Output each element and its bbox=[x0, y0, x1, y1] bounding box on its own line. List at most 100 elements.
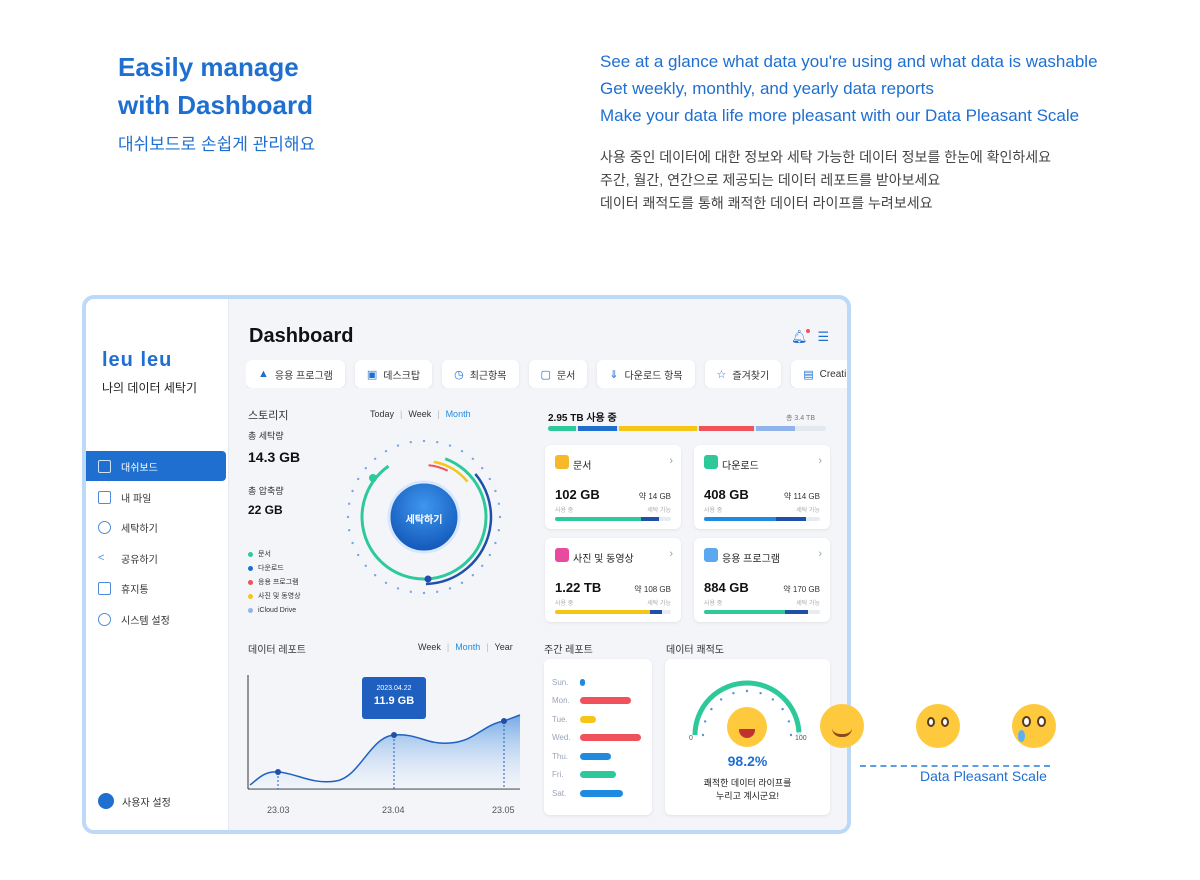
gauge-tick bbox=[787, 720, 791, 723]
legend-dot bbox=[248, 551, 253, 557]
report-range-selector: Week | Month | Year bbox=[418, 642, 513, 652]
file-card-used-fill bbox=[555, 610, 651, 614]
dial-tick bbox=[471, 457, 475, 460]
gauge-fill bbox=[692, 680, 802, 736]
range-month[interactable]: Month bbox=[445, 409, 471, 419]
x-tick: 23.03 bbox=[267, 805, 290, 815]
download-icon bbox=[704, 455, 718, 469]
bell-icon[interactable]: 🔔︎ bbox=[791, 329, 810, 344]
usage-segment bbox=[698, 426, 755, 431]
file-card[interactable]: 다운로드 › 408 GB 약 114 GB 사용 중 세탁 가능 bbox=[694, 445, 830, 529]
chevron-right-icon[interactable]: › bbox=[818, 548, 822, 560]
app-icon: ▲ bbox=[258, 368, 269, 380]
file-card-wash-fill bbox=[775, 517, 807, 521]
sidebar-item-my-files[interactable]: 내 파일 bbox=[86, 482, 226, 512]
file-card-approx: 약 14 GB bbox=[638, 492, 671, 501]
range-week[interactable]: Week bbox=[418, 642, 441, 652]
dial-tick bbox=[409, 590, 413, 594]
scale-caption: Data Pleasant Scale bbox=[920, 768, 1047, 784]
weekly-day-label: Fri. bbox=[552, 770, 564, 780]
weekly-bar bbox=[580, 789, 624, 797]
sidebar-item-label: 휴지통 bbox=[121, 584, 149, 596]
en-line: Make your data life more pleasant with o… bbox=[600, 106, 1080, 125]
file-card-bar bbox=[555, 517, 671, 521]
weekly-row: Sat. bbox=[552, 784, 652, 803]
x-tick: 23.05 bbox=[492, 805, 515, 815]
chevron-right-icon[interactable]: › bbox=[669, 548, 673, 560]
pleasant-message-line: 쾌적한 데이터 라이프를 bbox=[703, 778, 792, 788]
sidebar-item-trash[interactable]: 휴지통 bbox=[86, 573, 226, 603]
hero-en-lines: See at a glance what data you're using a… bbox=[600, 48, 1098, 129]
file-card-wash-fill bbox=[785, 610, 809, 614]
range-week[interactable]: Week bbox=[408, 409, 432, 419]
file-card-used-label: 사용 중 bbox=[555, 601, 574, 607]
gauge-tick bbox=[745, 689, 749, 693]
range-year[interactable]: Year bbox=[494, 642, 513, 652]
wash-button[interactable]: 세탁하기 bbox=[405, 515, 443, 526]
weekly-bar bbox=[580, 715, 596, 723]
tab-downloads[interactable]: ⇓ 다운로드 항목 bbox=[597, 360, 695, 388]
sidebar-item-settings[interactable]: 시스템 설정 bbox=[86, 604, 226, 634]
tab-favorites[interactable]: ☆ 즐겨찾기 bbox=[704, 360, 782, 388]
hero-title-line1: Easily manage bbox=[118, 52, 299, 82]
logo: leu leu bbox=[102, 349, 173, 371]
dial-tick bbox=[347, 528, 351, 532]
range-today[interactable]: Today bbox=[370, 409, 395, 419]
sidebar-item-share[interactable]: < 공유하기 bbox=[86, 543, 226, 573]
pleasant-value: 98.2% bbox=[727, 753, 768, 769]
file-card[interactable]: 응용 프로그램 › 884 GB 약 170 GB 사용 중 세탁 가능 bbox=[694, 538, 830, 622]
dial-tick bbox=[396, 587, 400, 590]
dial-tick bbox=[409, 440, 413, 444]
tab-desktop[interactable]: ▣ 데스크탑 bbox=[354, 360, 433, 388]
pleasant-scale-faces bbox=[820, 704, 1056, 748]
tab-label: 문서 bbox=[556, 370, 576, 382]
dial-tick bbox=[494, 489, 497, 493]
range-month[interactable]: Month bbox=[455, 642, 481, 652]
file-card-used-fill bbox=[555, 517, 641, 521]
pleasant-gauge bbox=[692, 680, 802, 737]
weekly-day-label: Sat. bbox=[552, 788, 567, 798]
file-card-used-label: 사용 중 bbox=[555, 508, 574, 514]
weekly-bar bbox=[580, 678, 585, 686]
file-card-wash-fill bbox=[640, 517, 660, 521]
usage-bar bbox=[548, 426, 826, 431]
gauge-tick bbox=[703, 720, 707, 723]
gauge-ticks bbox=[701, 689, 793, 737]
dial-tick bbox=[351, 541, 354, 545]
total-washed-label: 총 세탁량 bbox=[248, 431, 284, 441]
tab-documents[interactable]: ▢ 문서 bbox=[528, 360, 588, 388]
weekly-rows: Sun. Mon. Tue. Wed. Thu. Fri. Sat. bbox=[552, 673, 652, 803]
tab-label: 즐겨찾기 bbox=[732, 370, 770, 382]
tab-applications[interactable]: ▲ 응용 프로그램 bbox=[246, 360, 345, 388]
chevron-right-icon[interactable]: › bbox=[818, 455, 822, 467]
download-icon: ⇓ bbox=[609, 368, 619, 381]
user-settings[interactable]: 사용자 설정 bbox=[98, 793, 171, 809]
file-card-wash-fill bbox=[650, 610, 662, 614]
dial-tick bbox=[373, 457, 377, 460]
file-card-size: 102 GB bbox=[555, 487, 600, 502]
tab-recent[interactable]: ◷ 최근항목 bbox=[442, 360, 519, 388]
ko-line: 주간, 월간, 연간으로 제공되는 데이터 레포트를 받아보세요 bbox=[600, 172, 941, 188]
gauge-tick bbox=[759, 691, 762, 695]
file-card[interactable]: 사진 및 동영상 › 1.22 TB 약 108 GB 사용 중 세탁 가능 bbox=[545, 538, 681, 622]
usage-segment bbox=[548, 426, 576, 431]
file-card[interactable]: 문서 › 102 GB 약 14 GB 사용 중 세탁 가능 bbox=[545, 445, 681, 529]
weekly-bar bbox=[580, 734, 641, 742]
storage-dial bbox=[346, 439, 502, 595]
wash-icon bbox=[98, 520, 111, 534]
menu-icon[interactable]: ☰ bbox=[817, 329, 830, 344]
sidebar-item-dashboard[interactable]: 대쉬보드 bbox=[86, 451, 226, 481]
weekly-day-label: Sun. bbox=[552, 677, 569, 687]
dial-tick bbox=[498, 515, 502, 519]
sidebar-item-label: 공유하기 bbox=[121, 554, 158, 566]
dial-tick bbox=[364, 564, 367, 568]
tooltip-date: 2023.04.22 bbox=[376, 685, 412, 692]
storage-title: 스토리지 bbox=[248, 410, 289, 422]
data-report-chart bbox=[247, 675, 521, 790]
crying-face-icon bbox=[1012, 704, 1056, 748]
sidebar-item-wash[interactable]: 세탁하기 bbox=[86, 512, 226, 542]
chevron-right-icon[interactable]: › bbox=[669, 455, 673, 467]
tab-creative[interactable]: ▤ Creati bbox=[791, 360, 847, 388]
x-tick: 23.04 bbox=[382, 805, 405, 815]
legend-dot bbox=[248, 579, 253, 585]
